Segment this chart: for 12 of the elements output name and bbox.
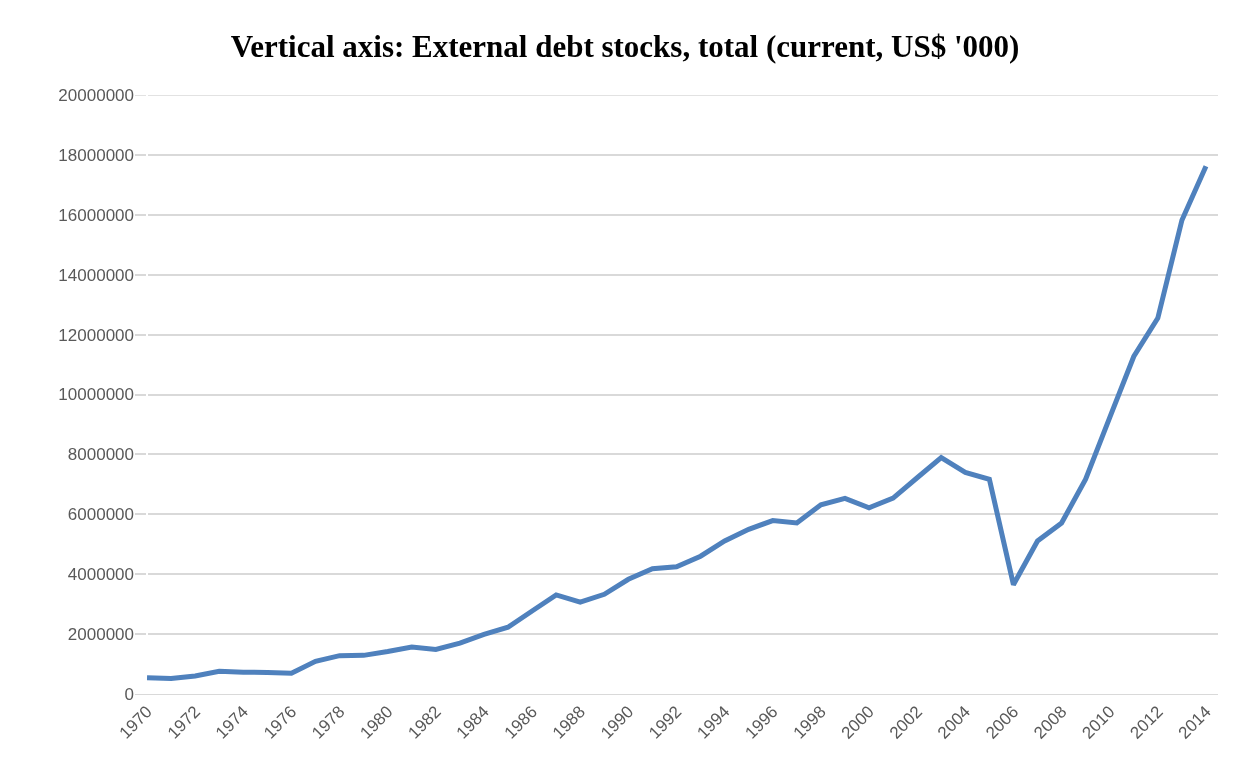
y-tick-label: 8000000 [67,445,134,465]
y-tick-label: 14000000 [58,265,134,285]
y-tick-label: 4000000 [67,565,134,585]
y-tick-label: 16000000 [58,205,134,225]
y-tick-label: 10000000 [58,385,134,405]
y-tick-label: 20000000 [58,85,134,105]
y-tick-label: 0 [124,684,134,704]
chart-title: Vertical axis: External debt stocks, total (current, US$ '000) [230,28,1020,64]
y-tick-label: 2000000 [67,625,134,645]
y-tick-label: 6000000 [67,505,134,525]
y-tick-label: 12000000 [58,325,134,345]
y-tick-label: 18000000 [58,145,134,165]
